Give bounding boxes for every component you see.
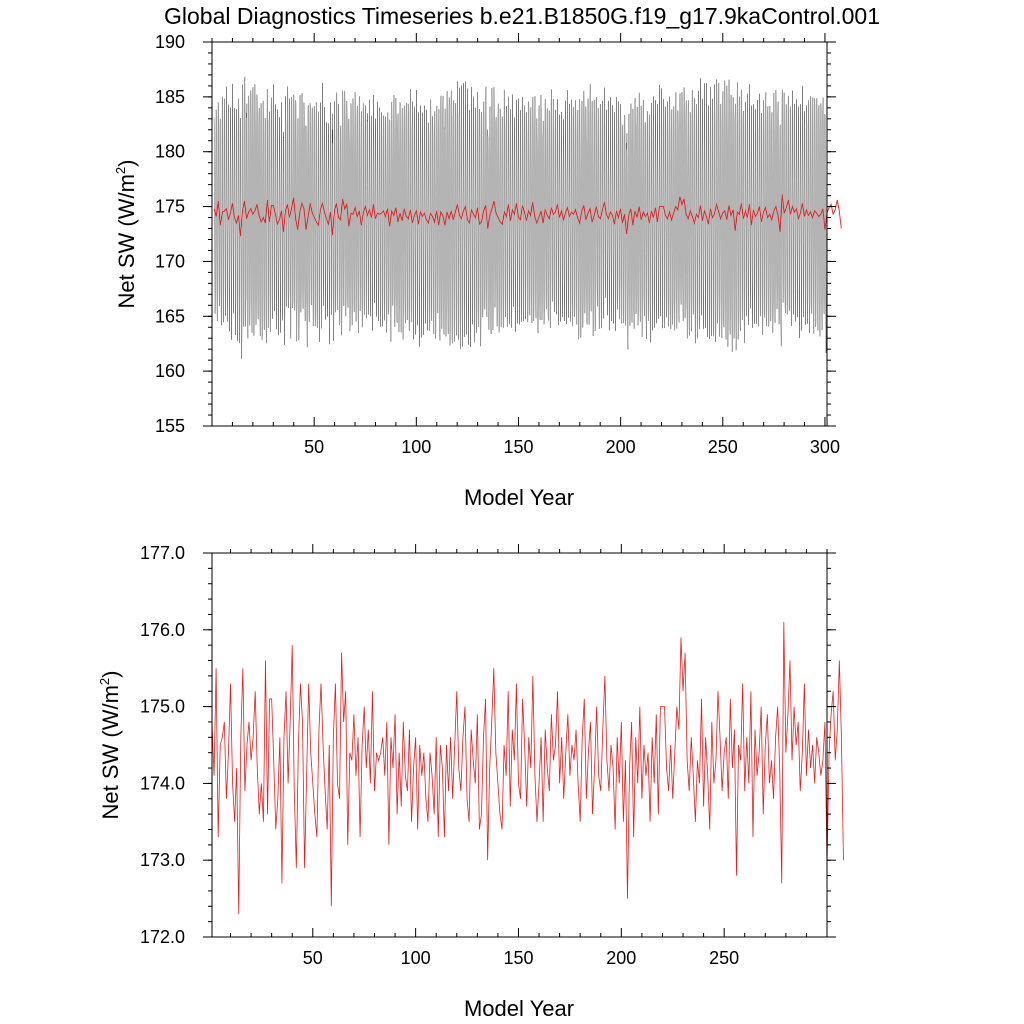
x-tick-label: 200 — [606, 948, 636, 968]
annual-mean-line-top — [213, 194, 842, 237]
y-tick-label: 155 — [155, 416, 185, 436]
y-tick-label: 175 — [155, 197, 185, 217]
top-x-axis-label: Model Year — [464, 485, 574, 510]
y-tick-label: 170 — [155, 251, 185, 271]
x-tick-label: 250 — [709, 948, 739, 968]
x-tick-label: 150 — [503, 437, 533, 457]
bottom-x-axis-label: Model Year — [464, 996, 574, 1021]
x-tick-label: 300 — [810, 437, 840, 457]
y-tick-label: 172.0 — [140, 927, 185, 947]
bottom-annual-series — [211, 622, 844, 914]
x-tick-label: 250 — [708, 437, 738, 457]
bottom-ticks: 50 100 150 200 250 172.0 173.0 174.0 175.0 176.0 1… — [140, 543, 836, 968]
y-tick-label: 176.0 — [140, 620, 185, 640]
bottom-panel: 50 100 150 200 250 172.0 173.0 174.0 175.0 176.0 1… — [97, 543, 844, 1021]
top-panel: 50 100 150 200 250 300 155 160 165 170 175 180 185 19… — [113, 32, 842, 510]
y-tick-label: 173.0 — [140, 850, 185, 870]
monthly-series-line — [213, 76, 828, 359]
y-tick-label: 175.0 — [140, 697, 185, 717]
bottom-plot-frame — [211, 552, 828, 938]
x-tick-label: 100 — [401, 948, 431, 968]
y-tick-label: 180 — [155, 142, 185, 162]
top-ticks: 50 100 150 200 250 300 155 160 165 170 175 180 185 19… — [155, 32, 840, 457]
x-tick-label: 150 — [503, 948, 533, 968]
x-tick-label: 50 — [304, 437, 324, 457]
top-monthly-series — [213, 76, 828, 359]
figure-title: Global Diagnostics Timeseries b.e21.B185… — [164, 3, 880, 29]
y-tick-label: 185 — [155, 87, 185, 107]
y-tick-label: 190 — [155, 32, 185, 52]
annual-mean-line — [211, 622, 844, 914]
y-tick-label: 174.0 — [140, 773, 185, 793]
bottom-y-axis-label: Net SW (W/m2) — [97, 671, 123, 820]
x-tick-label: 100 — [401, 437, 431, 457]
y-tick-label: 165 — [155, 306, 185, 326]
top-plot-frame — [211, 41, 828, 427]
y-tick-label: 160 — [155, 361, 185, 381]
x-tick-label: 200 — [606, 437, 636, 457]
y-tick-label: 177.0 — [140, 543, 185, 563]
top-y-axis-label: Net SW (W/m2) — [113, 160, 139, 309]
x-tick-label: 50 — [303, 948, 323, 968]
top-annual-series — [213, 194, 842, 237]
